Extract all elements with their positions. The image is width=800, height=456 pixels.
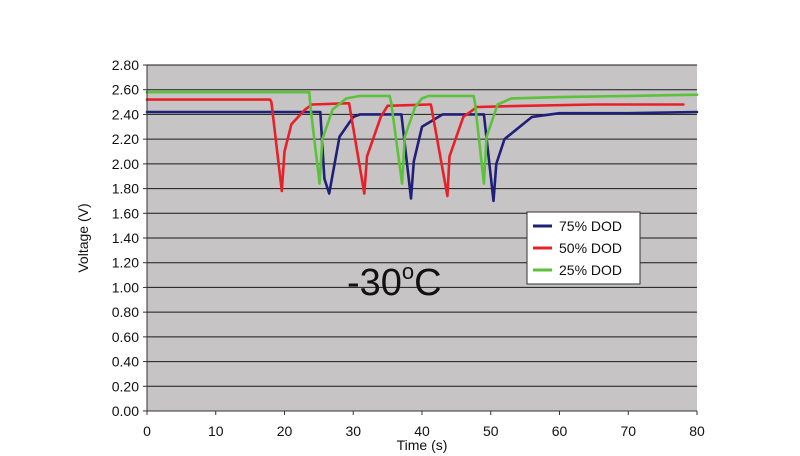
y-tick-labels: 0.00 0.20 0.40 0.60 0.80 1.00 1.20 1.40 1.60 1.80… [112, 57, 147, 419]
y-tick-label: 0.20 [112, 378, 139, 394]
y-tick-label: 1.60 [112, 205, 139, 221]
y-tick-label: 2.40 [112, 106, 139, 122]
legend-label: 50% DOD [559, 240, 622, 256]
y-tick-label: 1.80 [112, 181, 139, 197]
y-tick-label: 0.60 [112, 329, 139, 345]
x-tick-label: 60 [552, 423, 568, 439]
y-tick-label: 2.60 [112, 82, 139, 98]
temperature-unit: C [414, 262, 441, 304]
x-tick-label: 70 [620, 423, 636, 439]
grid-lines [147, 64, 697, 387]
y-tick-label: 1.20 [112, 255, 139, 271]
degree-symbol: o [402, 259, 414, 284]
legend-label: 25% DOD [559, 262, 622, 278]
x-tick-label: 10 [208, 423, 224, 439]
x-axis-title: Time (s) [397, 437, 448, 453]
y-axis-title: Voltage (V) [75, 203, 91, 272]
legend-label: 75% DOD [559, 218, 622, 234]
y-tick-label: 1.00 [112, 279, 139, 295]
y-tick-label: 2.00 [112, 156, 139, 172]
x-tick-label: 0 [143, 423, 151, 439]
temperature-annotation: -30oC [347, 259, 442, 304]
x-tick-labels: 0 10 20 30 40 50 60 70 80 [143, 411, 705, 439]
series-layer [145, 90, 699, 203]
series-line-1 [145, 110, 699, 203]
series-line-3 [145, 90, 699, 185]
y-tick-label: 0.80 [112, 304, 139, 320]
x-tick-label: 50 [483, 423, 499, 439]
x-tick-label: 20 [277, 423, 293, 439]
x-tick-label: 40 [414, 423, 430, 439]
x-tick-label: 80 [689, 423, 705, 439]
y-tick-label: 0.00 [112, 403, 139, 419]
legend: 75% DOD 50% DOD 25% DOD [526, 211, 641, 285]
y-tick-label: 0.40 [112, 354, 139, 370]
y-tick-label: 2.20 [112, 131, 139, 147]
y-tick-label: 1.40 [112, 230, 139, 246]
series-line-2 [145, 98, 685, 198]
temperature-value: -30 [347, 262, 402, 304]
y-tick-label: 2.80 [112, 57, 139, 73]
x-tick-label: 30 [345, 423, 361, 439]
